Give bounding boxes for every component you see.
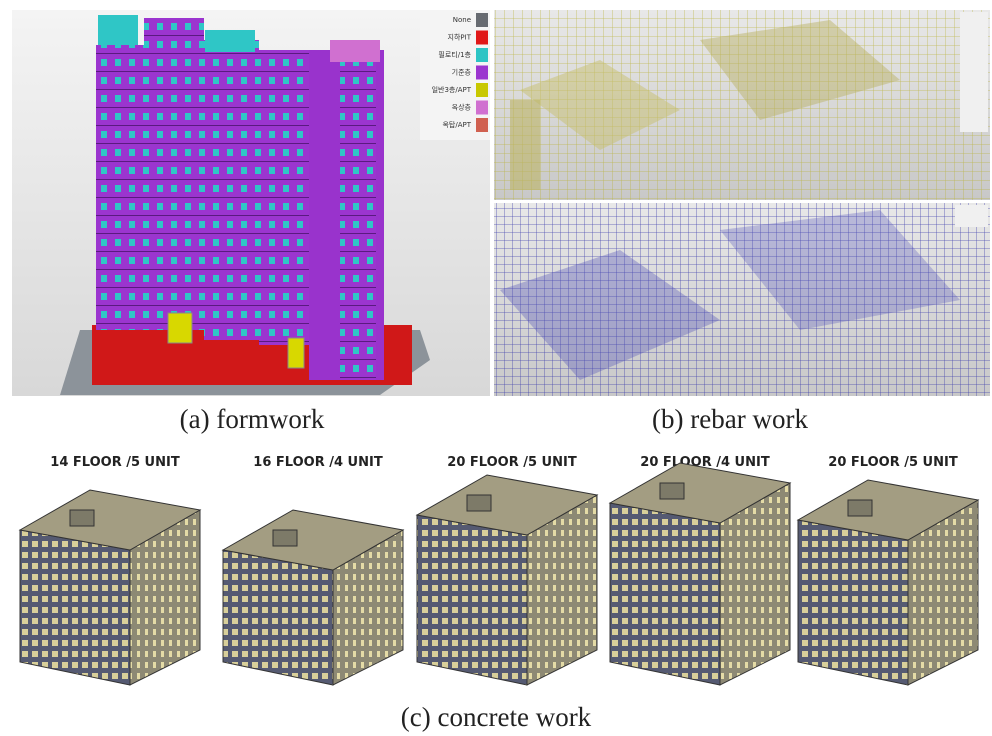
building-label: 16 FLOOR /4 UNIT: [253, 455, 383, 470]
building-front: [222, 549, 334, 686]
legend-label: 지하PIT: [448, 33, 472, 42]
rebar-render-bottom: [494, 203, 990, 396]
legend-label: 일반3층/APT: [432, 85, 472, 94]
concrete-renders: 14 FLOOR /5 UNIT 16 FLOOR /4 UNIT 20 FLOOR…: [18, 455, 980, 686]
building-front: [19, 529, 131, 686]
caption: (a) formwork: [180, 404, 325, 434]
legend-swatch: [476, 100, 488, 115]
building-front: [609, 502, 721, 686]
legend-label: None: [453, 16, 471, 24]
building-roof: [415, 474, 599, 536]
building-roof: [18, 489, 202, 551]
building-label: 14 FLOOR /5 UNIT: [50, 455, 180, 470]
roof-structure: [847, 499, 873, 517]
building-front: [797, 519, 909, 686]
building-roof: [796, 479, 980, 541]
building-roof: [221, 509, 405, 571]
roof-structure: [466, 494, 492, 512]
legend-swatch: [476, 13, 488, 27]
legend-label: 기준층: [452, 68, 472, 77]
formwork-render: [12, 10, 490, 396]
caption: (c) concrete work: [401, 702, 592, 732]
legend-label: 옥상층: [452, 103, 472, 112]
legend-swatch: [476, 65, 488, 80]
legend-swatch: [476, 118, 488, 132]
caption: (b) rebar work: [652, 404, 808, 434]
building-label: 20 FLOOR /4 UNIT: [640, 455, 770, 470]
building-label: 20 FLOOR /5 UNIT: [828, 455, 958, 470]
building-roof: [608, 462, 792, 524]
legend-swatch: [476, 30, 488, 45]
legend-swatch: [476, 48, 488, 62]
building-label: 20 FLOOR /5 UNIT: [447, 455, 577, 470]
legend-label: 필로티/1층: [438, 50, 471, 59]
legend-swatch: [476, 83, 488, 97]
roof-structure: [69, 509, 95, 527]
roof-structure: [659, 482, 685, 500]
legend-label: 옥탑/APT: [442, 121, 471, 129]
building-front: [416, 514, 528, 686]
rebar-render-top: [494, 10, 990, 200]
roof-structure: [272, 529, 298, 547]
